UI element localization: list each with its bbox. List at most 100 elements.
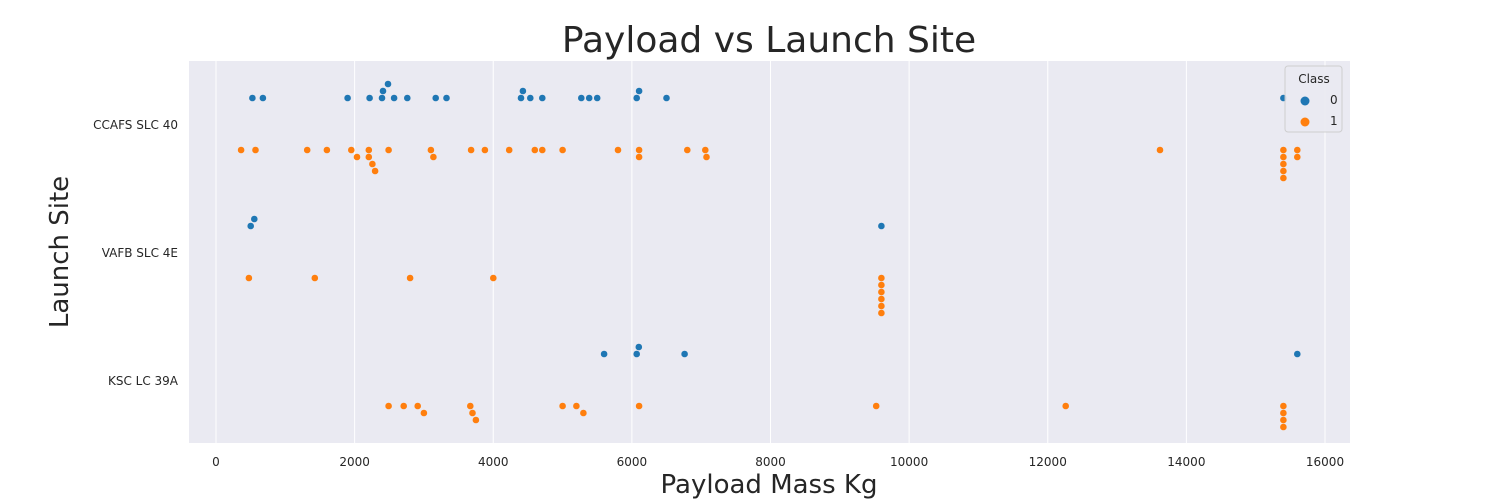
data-point (1294, 153, 1301, 161)
y-tick-label: CCAFS SLC 40 (93, 118, 178, 132)
data-point (539, 94, 546, 102)
data-point (259, 94, 267, 102)
data-point (365, 153, 373, 161)
x-gridlines (215, 61, 1326, 443)
data-point (600, 350, 608, 358)
data-point (371, 167, 379, 175)
data-point (249, 94, 256, 102)
data-point (369, 160, 376, 168)
data-point (1280, 402, 1287, 410)
legend: Class 0 1 (1284, 65, 1343, 133)
x-tick-label: 10000 (890, 455, 928, 469)
legend-box (1284, 65, 1343, 133)
data-point (490, 274, 497, 282)
data-point (1280, 153, 1287, 161)
data-point (635, 153, 643, 161)
x-tick-label: 0 (212, 455, 220, 469)
data-point (406, 274, 414, 282)
data-point (420, 409, 428, 417)
data-point (878, 281, 885, 289)
data-point (378, 94, 386, 102)
data-point (400, 402, 408, 410)
y-axis-ticks: CCAFS SLC 40 VAFB SLC 4E KSC LC 39A (93, 118, 179, 388)
data-point (593, 94, 601, 102)
data-point (578, 94, 585, 102)
x-tick-label: 12000 (1029, 455, 1067, 469)
data-point (614, 146, 622, 154)
data-point (385, 146, 392, 154)
data-point (365, 146, 373, 154)
data-points (237, 80, 1301, 431)
data-point (379, 87, 387, 95)
data-point (585, 94, 593, 102)
data-point (878, 288, 885, 296)
data-point (1294, 146, 1301, 154)
data-point (1280, 146, 1287, 154)
data-point (247, 222, 254, 230)
data-point (443, 94, 450, 102)
data-point (1156, 146, 1164, 154)
data-point (684, 146, 691, 154)
data-point (531, 146, 539, 154)
data-point (703, 153, 710, 161)
data-point (635, 146, 643, 154)
data-point (573, 402, 580, 410)
x-tick-label: 6000 (617, 455, 648, 469)
data-point (519, 87, 527, 95)
legend-label-0: 0 (1330, 93, 1338, 107)
y-tick-label: KSC LC 39A (108, 374, 179, 388)
data-point (635, 87, 643, 95)
x-tick-label: 2000 (339, 455, 370, 469)
data-point (872, 402, 880, 410)
data-point (1280, 160, 1287, 168)
data-point (1062, 402, 1069, 410)
data-point (1280, 416, 1287, 424)
data-point (251, 215, 258, 223)
data-point (517, 94, 525, 102)
data-point (469, 409, 476, 417)
chart-title: Payload vs Launch Site (562, 20, 976, 61)
data-point (430, 153, 437, 161)
data-point (702, 146, 709, 154)
data-point (344, 94, 351, 102)
data-point (237, 146, 245, 154)
data-point (1280, 174, 1287, 182)
data-point (311, 274, 319, 282)
data-point (878, 222, 885, 230)
data-point (681, 350, 688, 358)
data-point (384, 80, 392, 88)
data-point (878, 274, 885, 282)
data-point (303, 146, 311, 154)
data-point (635, 343, 643, 351)
data-point (559, 146, 566, 154)
data-point (472, 416, 480, 424)
data-point (467, 402, 474, 410)
x-tick-label: 4000 (478, 455, 509, 469)
data-point (323, 146, 331, 154)
data-point (633, 94, 640, 102)
data-point (633, 350, 640, 358)
data-point (878, 309, 885, 317)
data-point (1294, 350, 1301, 358)
data-point (635, 402, 643, 410)
x-tick-label: 14000 (1167, 455, 1205, 469)
legend-marker-1 (1300, 117, 1310, 127)
data-point (366, 94, 373, 102)
data-point (432, 94, 440, 102)
legend-marker-0 (1300, 96, 1310, 106)
data-point (385, 402, 392, 410)
data-point (878, 295, 885, 303)
x-tick-label: 16000 (1306, 455, 1344, 469)
data-point (527, 94, 534, 102)
data-point (427, 146, 435, 154)
x-tick-label: 8000 (755, 455, 786, 469)
data-point (252, 146, 259, 154)
data-point (505, 146, 513, 154)
legend-label-1: 1 (1330, 114, 1338, 128)
data-point (663, 94, 670, 102)
x-axis-label: Payload Mass Kg (661, 470, 878, 500)
y-axis-label: Launch Site (45, 176, 75, 328)
data-point (414, 402, 422, 410)
data-point (390, 94, 398, 102)
